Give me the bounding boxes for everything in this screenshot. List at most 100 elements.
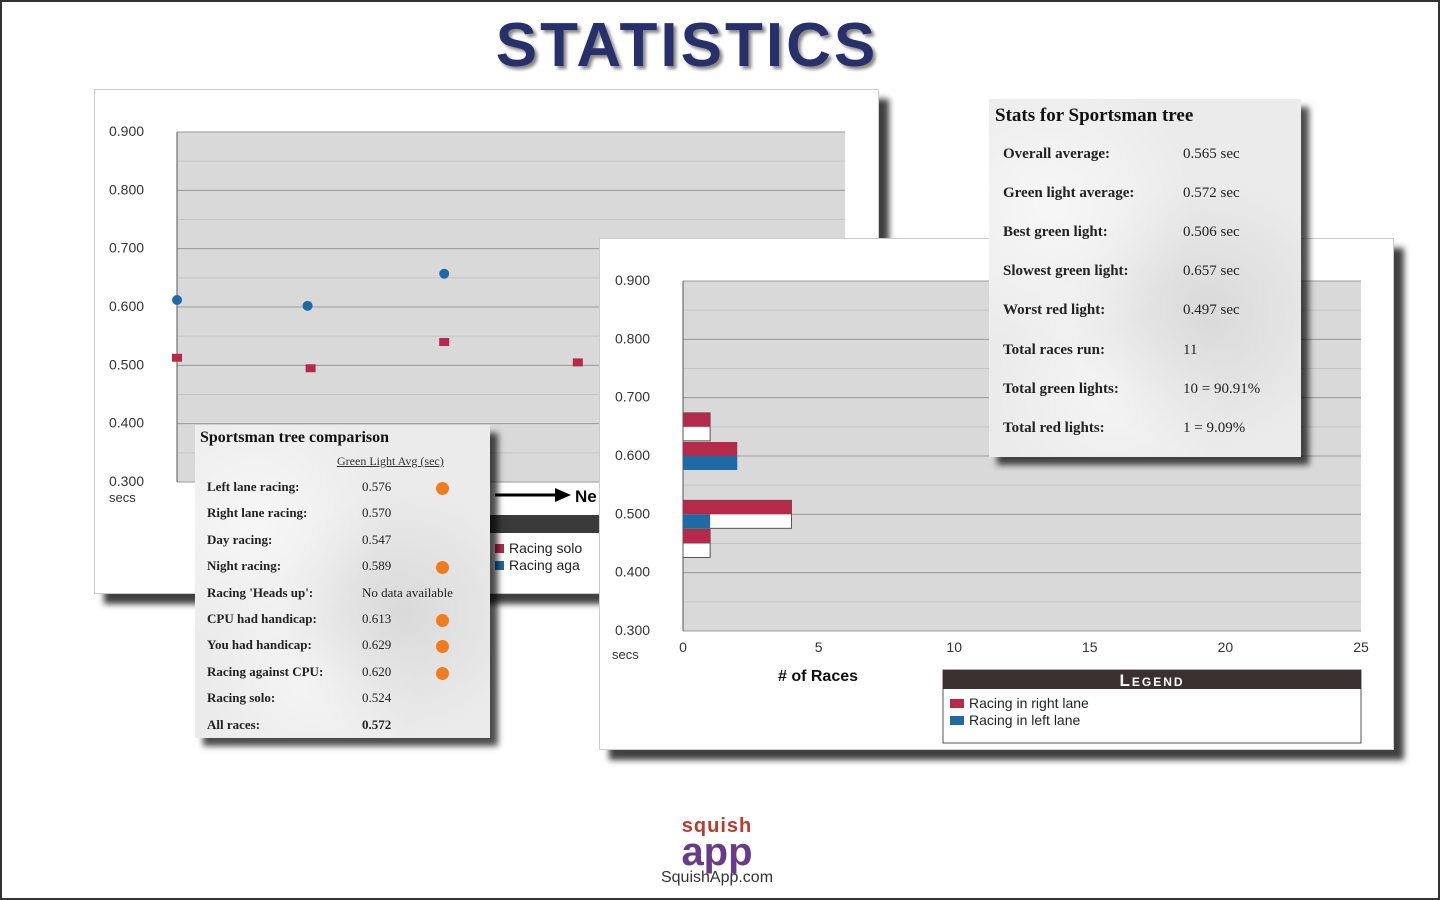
comparison-row: CPU had handicap: 0.613 xyxy=(195,611,490,631)
comparison-row-label: Racing solo: xyxy=(207,690,276,706)
comparison-card: Sportsman tree comparison Green Light Av… xyxy=(195,425,490,738)
page-title: STATISTICS xyxy=(495,11,879,80)
stats-card: Stats for Sportsman tree Overall average… xyxy=(989,99,1301,457)
stats-row: Overall average: 0.565 sec xyxy=(989,146,1301,166)
histogram-y-tick-label: 0.500 xyxy=(615,505,650,521)
highlight-dot-icon xyxy=(436,482,449,495)
comparison-row-label: Racing 'Heads up': xyxy=(207,584,314,600)
histogram-x-label: # of Races xyxy=(778,668,858,685)
histogram-y-tick-label: 0.800 xyxy=(615,330,650,346)
histogram-x-tick-label: 5 xyxy=(815,639,823,655)
stats-row-label: Best green light: xyxy=(1003,224,1108,241)
scatter-chart: 0.900 0.800 0.700 0.600 0.500 0.400 0.300 secs… xyxy=(109,123,845,573)
scatter-y-tick-label: 0.300 xyxy=(109,473,144,489)
legend-swatch-cpu xyxy=(495,561,504,570)
stats-row-label: Total green lights: xyxy=(1003,380,1119,397)
legend-right-lane-label: Racing in right lane xyxy=(969,695,1089,711)
comparison-title: Sportsman tree comparison xyxy=(200,429,390,446)
stats-row: Best green light: 0.506 sec xyxy=(989,224,1301,244)
scatter-y-tick-label: 0.600 xyxy=(109,298,144,314)
comparison-row: All races: 0.572 xyxy=(195,717,490,737)
stats-row-label: Total races run: xyxy=(1003,341,1105,358)
histogram-y-tick-label: 0.900 xyxy=(615,272,650,288)
comparison-row-value: 0.570 xyxy=(362,505,392,521)
stats-row: Total green lights: 10 = 90.91% xyxy=(989,381,1301,401)
histogram-legend: Legend Racing in right lane Racing in le… xyxy=(942,669,1362,744)
histogram-y-tick-label: 0.600 xyxy=(615,447,650,463)
highlight-dot-icon xyxy=(436,640,449,654)
logo-url: SquishApp.com xyxy=(660,869,774,886)
comparison-row: Left lane racing: 0.576 xyxy=(195,479,490,499)
histogram-bar-left-lane xyxy=(683,514,711,529)
stats-title: Stats for Sportsman tree xyxy=(995,105,1194,126)
legend-swatch-solo xyxy=(495,544,504,553)
scatter-point-cpu xyxy=(302,300,313,311)
histogram-x-tick-label: 20 xyxy=(1218,639,1234,655)
legend-cpu-label: Racing aga xyxy=(509,557,580,573)
stats-row-value: 0.506 sec xyxy=(1183,224,1240,241)
highlight-dot-icon xyxy=(436,614,449,627)
stats-row: Worst red light: 0.497 sec xyxy=(989,302,1301,322)
stats-row: Green light average: 0.572 sec xyxy=(989,185,1301,205)
comparison-row: You had handicap: 0.629 xyxy=(195,637,490,657)
comparison-row-label: You had handicap: xyxy=(207,637,312,653)
logo-brand-main: app xyxy=(681,830,753,874)
legend-left-lane-label: Racing in left lane xyxy=(969,712,1081,728)
stats-row-label: Total red lights: xyxy=(1003,419,1105,436)
stats-row-label: Green light average: xyxy=(1003,185,1135,202)
histogram-y-tick-label: 0.400 xyxy=(615,564,650,580)
scatter-y-tick-label: 0.400 xyxy=(109,415,144,431)
scatter-arrow-text: Ne xyxy=(575,487,597,506)
legend-swatch-right-lane xyxy=(950,699,964,708)
histogram-y-unit: secs xyxy=(612,647,639,662)
stats-row-value: 1 = 9.09% xyxy=(1183,419,1246,436)
highlight-dot-icon xyxy=(436,561,449,575)
scatter-arrow: Ne xyxy=(495,487,597,506)
comparison-row: Racing solo: 0.524 xyxy=(195,690,490,710)
histogram-bar-right-lane xyxy=(683,412,711,427)
histogram-bar-left-lane xyxy=(683,456,738,470)
histogram-y-tick-label: 0.300 xyxy=(615,622,650,638)
comparison-row-label: Right lane racing: xyxy=(207,505,308,521)
histogram-x-tick-label: 25 xyxy=(1353,639,1369,655)
highlight-dot-icon xyxy=(436,666,449,680)
stats-row-value: 0.565 sec xyxy=(1183,146,1240,162)
comparison-row: Right lane racing: 0.570 xyxy=(195,505,490,525)
scatter-point-cpu xyxy=(439,268,450,279)
stats-row: Total red lights: 1 = 9.09% xyxy=(989,420,1301,440)
comparison-row-value: 0.547 xyxy=(362,531,392,547)
histogram-x-tick-label: 15 xyxy=(1082,639,1098,655)
comparison-row-label: Racing against CPU: xyxy=(207,663,324,679)
scatter-legend-bar xyxy=(490,515,610,533)
comparison-row: Day racing: 0.547 xyxy=(195,532,490,552)
comparison-row-value: No data available xyxy=(362,584,453,600)
scatter-y-tick-label: 0.900 xyxy=(109,123,144,139)
comparison-row-label: CPU had handicap: xyxy=(207,611,317,626)
legend-swatch-left-lane xyxy=(950,716,964,725)
comparison-row-value: 0.613 xyxy=(362,611,392,626)
stats-row-label: Slowest green light: xyxy=(1003,263,1129,280)
stats-row-value: 11 xyxy=(1183,341,1198,358)
comparison-column-header: Green Light Avg (sec) xyxy=(337,454,444,468)
histogram-x-tick-label: 0 xyxy=(679,639,687,655)
comparison-row-value: 0.572 xyxy=(362,716,392,732)
histogram-bar-right-lane xyxy=(683,500,792,515)
comparison-row-value: 0.589 xyxy=(362,558,392,574)
histogram-bar-right-lane xyxy=(683,529,711,544)
scatter-y-tick-label: 0.800 xyxy=(109,181,144,197)
stats-row-value: 0.657 sec xyxy=(1183,263,1240,280)
comparison-row-label: Left lane racing: xyxy=(207,479,300,494)
legend-title: Legend xyxy=(1119,671,1184,690)
comparison-row: Racing against CPU: 0.620 xyxy=(195,664,490,684)
comparison-row-label: Night racing: xyxy=(207,558,282,574)
stats-row-label: Overall average: xyxy=(1003,146,1111,162)
scatter-point-solo xyxy=(305,364,316,373)
comparison-row: Night racing: 0.589 xyxy=(195,558,490,578)
scatter-y-tick-label: 0.500 xyxy=(109,356,144,372)
scatter-y-tick-label: 0.700 xyxy=(109,240,144,256)
stats-row-value: 0.572 sec xyxy=(1183,185,1240,202)
stats-row: Total races run: 11 xyxy=(989,342,1301,362)
comparison-row-value: 0.524 xyxy=(362,690,392,706)
scatter-point-solo xyxy=(572,358,583,367)
histogram-bar-right-lane xyxy=(683,442,738,456)
